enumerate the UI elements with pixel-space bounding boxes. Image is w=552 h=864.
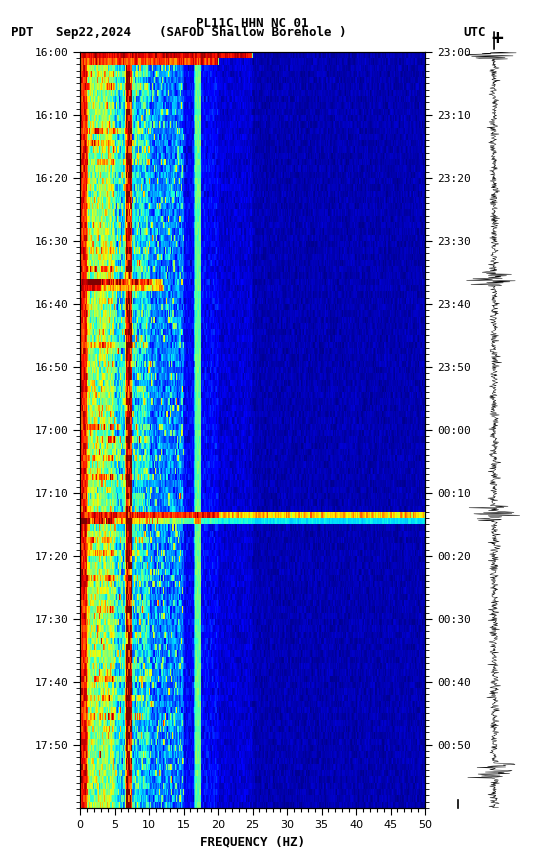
Text: (SAFOD Shallow Borehole ): (SAFOD Shallow Borehole ) xyxy=(159,26,346,39)
X-axis label: FREQUENCY (HZ): FREQUENCY (HZ) xyxy=(200,835,305,848)
Text: UTC: UTC xyxy=(464,26,486,39)
Text: +: + xyxy=(491,29,503,48)
Text: PDT   Sep22,2024: PDT Sep22,2024 xyxy=(11,26,131,39)
Text: PL11C HHN NC 01: PL11C HHN NC 01 xyxy=(197,17,309,30)
